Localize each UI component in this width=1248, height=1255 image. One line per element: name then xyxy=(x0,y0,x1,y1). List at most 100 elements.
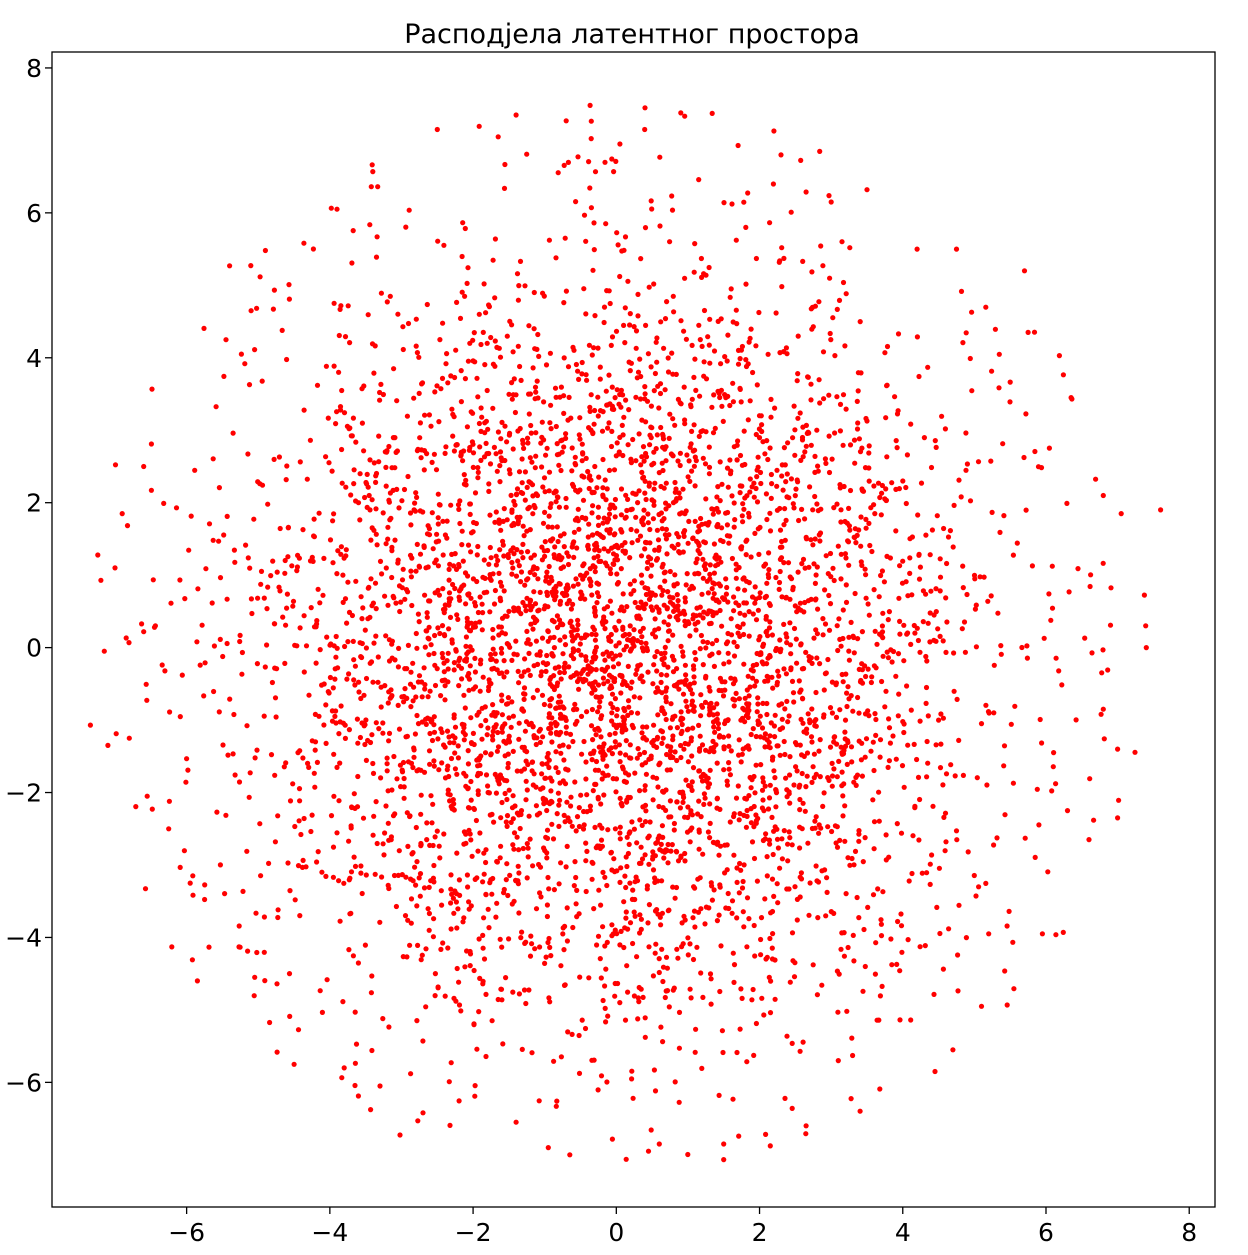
data-point xyxy=(314,382,321,388)
data-point xyxy=(659,823,666,829)
data-point xyxy=(262,664,268,670)
data-point xyxy=(594,590,601,596)
data-point xyxy=(606,372,612,378)
data-point xyxy=(612,496,619,503)
data-point xyxy=(446,626,452,632)
data-point xyxy=(598,975,604,981)
data-point xyxy=(577,415,583,421)
data-point xyxy=(553,1103,559,1109)
data-point xyxy=(669,653,676,660)
data-point xyxy=(897,563,903,569)
data-point xyxy=(628,460,635,466)
data-point xyxy=(843,582,849,588)
data-point xyxy=(475,475,481,481)
data-point xyxy=(592,650,598,656)
data-point xyxy=(144,697,150,703)
data-point xyxy=(652,654,658,660)
data-point xyxy=(811,775,817,781)
data-point xyxy=(494,468,500,474)
data-point xyxy=(633,328,640,334)
data-point xyxy=(961,619,968,625)
data-point xyxy=(487,575,493,582)
data-point xyxy=(719,525,725,531)
data-point xyxy=(740,878,746,885)
data-point xyxy=(617,824,623,830)
data-point xyxy=(637,788,643,794)
data-point xyxy=(380,391,386,398)
data-point xyxy=(746,707,752,714)
data-point xyxy=(468,715,474,721)
data-point xyxy=(262,978,268,984)
data-point xyxy=(499,725,505,731)
data-point xyxy=(1032,854,1038,861)
data-point xyxy=(600,456,606,463)
data-point xyxy=(691,674,697,680)
data-point xyxy=(700,994,706,1001)
data-point xyxy=(617,434,623,440)
data-point xyxy=(352,863,359,870)
data-point xyxy=(589,876,595,882)
data-point xyxy=(657,390,664,397)
data-point xyxy=(268,573,274,579)
data-point xyxy=(363,675,370,682)
data-point xyxy=(276,584,282,590)
data-point xyxy=(764,580,770,586)
data-point xyxy=(271,287,277,293)
data-point xyxy=(323,873,329,880)
data-point xyxy=(589,757,595,763)
data-point xyxy=(225,752,231,758)
data-point xyxy=(822,587,828,593)
data-point xyxy=(475,543,481,550)
data-point xyxy=(943,595,949,601)
data-point xyxy=(609,156,615,162)
data-point xyxy=(733,575,739,581)
data-point xyxy=(509,901,515,907)
data-point xyxy=(408,1071,414,1077)
data-point xyxy=(536,1098,542,1104)
data-point xyxy=(227,696,233,702)
data-point xyxy=(261,949,267,955)
data-point xyxy=(705,784,711,790)
data-point xyxy=(343,547,349,553)
data-point xyxy=(863,572,869,578)
data-point xyxy=(221,373,227,379)
data-point xyxy=(917,796,923,803)
data-point xyxy=(786,829,792,835)
data-point xyxy=(852,460,858,466)
data-point xyxy=(937,765,944,771)
data-point xyxy=(858,514,864,520)
data-point xyxy=(659,592,665,598)
data-point xyxy=(557,581,563,587)
data-point xyxy=(177,714,183,720)
data-point xyxy=(332,713,338,720)
data-point xyxy=(627,322,633,328)
data-point xyxy=(505,765,511,771)
data-point xyxy=(667,754,674,761)
data-point xyxy=(699,274,705,280)
data-point xyxy=(510,713,516,719)
data-point xyxy=(661,855,667,861)
data-point xyxy=(369,603,375,609)
data-point xyxy=(597,956,603,962)
data-point xyxy=(884,343,891,350)
data-point xyxy=(750,726,756,732)
data-point xyxy=(477,830,483,836)
data-point xyxy=(642,225,649,231)
data-point xyxy=(923,653,929,660)
data-point xyxy=(810,542,816,548)
data-point xyxy=(317,647,323,653)
data-point xyxy=(532,946,538,952)
data-point xyxy=(547,504,553,510)
data-point xyxy=(581,212,588,218)
data-point xyxy=(760,775,766,781)
data-point xyxy=(804,750,811,756)
data-point xyxy=(585,534,591,540)
data-point xyxy=(419,694,425,700)
data-point xyxy=(511,498,517,504)
data-point xyxy=(395,560,401,566)
data-point xyxy=(501,674,507,680)
data-point xyxy=(791,403,797,409)
data-point xyxy=(480,329,486,335)
data-point xyxy=(339,446,345,453)
data-point xyxy=(609,1136,616,1142)
